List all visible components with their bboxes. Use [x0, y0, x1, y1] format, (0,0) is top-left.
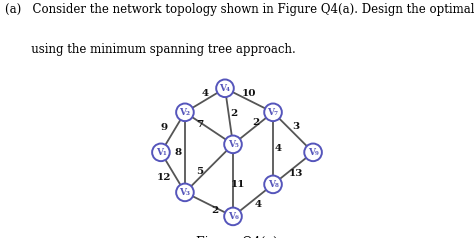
Text: 4: 4: [255, 200, 262, 209]
Text: 13: 13: [289, 169, 303, 178]
Text: V₃: V₃: [180, 188, 191, 197]
Circle shape: [216, 79, 234, 97]
Text: 9: 9: [161, 123, 168, 132]
Circle shape: [224, 208, 242, 225]
Circle shape: [264, 176, 282, 193]
Circle shape: [224, 135, 242, 153]
Circle shape: [176, 183, 194, 201]
Text: 11: 11: [230, 180, 245, 189]
Text: V₉: V₉: [308, 148, 319, 157]
Text: V₄: V₄: [219, 84, 230, 93]
Text: 4: 4: [201, 89, 209, 98]
Text: V₇: V₇: [267, 108, 279, 117]
Text: 8: 8: [174, 148, 182, 157]
Circle shape: [264, 104, 282, 121]
Text: Figure Q4(a): Figure Q4(a): [196, 236, 278, 238]
Text: (a)   Consider the network topology shown in Figure Q4(a). Design the optimal so: (a) Consider the network topology shown …: [5, 3, 474, 16]
Text: 7: 7: [197, 120, 204, 129]
Circle shape: [304, 144, 322, 161]
Circle shape: [176, 104, 194, 121]
Text: 2: 2: [211, 206, 218, 215]
Text: using the minimum spanning tree approach.: using the minimum spanning tree approach…: [5, 43, 295, 56]
Text: 3: 3: [292, 122, 300, 131]
Text: V₁: V₁: [155, 148, 166, 157]
Text: 2: 2: [253, 118, 260, 127]
Text: 2: 2: [230, 109, 237, 118]
Text: 5: 5: [197, 167, 204, 176]
Text: V₈: V₈: [268, 180, 278, 189]
Text: 4: 4: [274, 144, 282, 153]
Circle shape: [152, 144, 170, 161]
Text: V₆: V₆: [228, 212, 238, 221]
Text: 10: 10: [242, 89, 256, 98]
Text: V₅: V₅: [228, 140, 238, 149]
Text: 12: 12: [157, 174, 172, 183]
Text: V₂: V₂: [180, 108, 191, 117]
